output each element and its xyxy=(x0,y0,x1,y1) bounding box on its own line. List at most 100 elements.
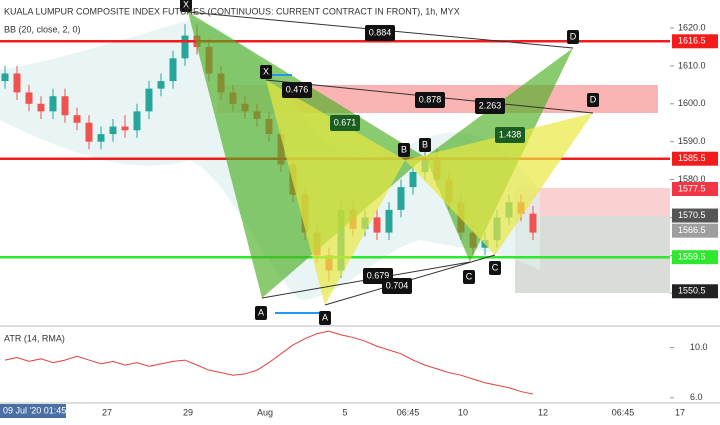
level-label: 1570.5 xyxy=(678,210,706,220)
ratio-label: 1.438 xyxy=(499,129,522,139)
chart-title: KUALA LUMPUR COMPOSITE INDEX FUTURES (CO… xyxy=(4,6,460,16)
point-badge xyxy=(255,306,267,320)
point-label: A xyxy=(258,307,264,317)
y-tick-label: 6.0 xyxy=(690,392,703,402)
level-label: 1577.5 xyxy=(678,183,706,193)
candle-body xyxy=(157,81,165,89)
candle-body xyxy=(49,96,57,112)
y-tick-label: 1580.0 xyxy=(678,174,706,184)
ratio-label: 0.671 xyxy=(334,117,357,127)
candle-body xyxy=(145,88,153,112)
ratio-label: 0.679 xyxy=(367,270,390,280)
level-marker xyxy=(672,34,718,49)
ratio-badge xyxy=(330,115,360,131)
point-badge xyxy=(419,138,431,152)
candle-body xyxy=(373,217,381,233)
annotations: X A B C D X A B C D 0.884 0.476 0.878 2.263 0.671 1.438… xyxy=(180,0,599,325)
candle-body xyxy=(25,92,33,104)
ratio-badge xyxy=(365,25,395,41)
candle-body xyxy=(529,213,537,233)
candle-body xyxy=(97,134,105,142)
point-label: C xyxy=(466,271,473,281)
level-label: 1559.5 xyxy=(678,252,706,262)
ratio-badge xyxy=(495,127,525,143)
candle-body xyxy=(385,209,393,233)
pattern-triangle xyxy=(266,80,405,305)
level-marker xyxy=(672,208,718,223)
x-tick-label: 10 xyxy=(458,407,468,417)
point-label: X xyxy=(263,66,269,76)
ratio-label: 0.884 xyxy=(369,27,392,37)
atr-label: ATR (14, RMA) xyxy=(4,333,65,343)
candle-body xyxy=(61,96,69,116)
point-badge xyxy=(463,270,475,284)
point-label: D xyxy=(570,31,577,41)
x-tick-label: 5 xyxy=(342,407,347,417)
y-tick-label: 1620.0 xyxy=(678,22,706,32)
date-label: 09 Jul '20 01:45 xyxy=(3,405,66,415)
level-label: 1616.5 xyxy=(678,36,706,46)
x-tick-label: 06:45 xyxy=(612,407,635,417)
ratio-badge xyxy=(475,98,505,114)
date-box xyxy=(0,404,66,418)
point-label: D xyxy=(590,94,597,104)
candle-body xyxy=(13,73,21,93)
ratio-label: 0.704 xyxy=(386,280,409,290)
candle-body xyxy=(181,35,189,59)
point-label: C xyxy=(492,262,499,272)
point-label: B xyxy=(401,144,407,154)
candle-body xyxy=(109,126,117,135)
candle-body xyxy=(37,103,45,112)
candle-body xyxy=(409,171,417,188)
y-tick-label: 1600.0 xyxy=(678,98,706,108)
point-badge xyxy=(180,0,192,12)
stop-zone xyxy=(515,188,670,216)
target-zone xyxy=(515,216,670,293)
harmonic-patterns xyxy=(187,11,594,314)
level-marker xyxy=(672,182,718,197)
candle-body xyxy=(1,73,9,82)
y-tick-label: 1590.0 xyxy=(678,136,706,146)
candle-body xyxy=(73,115,81,123)
point-badge xyxy=(489,261,501,275)
level-label: 1585.5 xyxy=(678,153,706,163)
x-tick-label: Aug xyxy=(257,407,273,417)
point-label: A xyxy=(322,312,328,322)
point-badge xyxy=(587,93,599,107)
level-label: 1550.5 xyxy=(678,286,706,296)
y-tick-label: 1610.0 xyxy=(678,60,706,70)
level-marker xyxy=(672,284,718,299)
ratio-badge xyxy=(382,278,412,294)
x-tick-label: 06:45 xyxy=(397,407,420,417)
x-tick-label: 27 xyxy=(102,407,112,417)
x-tick-label: 17 xyxy=(675,407,685,417)
point-label: B xyxy=(422,139,428,149)
y-tick-label: 10.0 xyxy=(690,342,708,352)
ratio-badge xyxy=(415,92,445,108)
ratio-label: 0.878 xyxy=(419,94,442,104)
pattern-triangle xyxy=(405,113,593,255)
candle-body xyxy=(121,126,129,131)
candle-body xyxy=(133,111,141,131)
point-badge xyxy=(260,65,272,79)
x-tick-label: 29 xyxy=(183,407,193,417)
ratio-label: 0.476 xyxy=(286,84,309,94)
point-badge xyxy=(567,30,579,44)
point-label: X xyxy=(183,0,189,9)
candle-body xyxy=(85,122,93,142)
point-badge xyxy=(319,311,331,325)
x-tick-label: 12 xyxy=(538,407,548,417)
indicator-label: BB (20, close, 2, 0) xyxy=(4,24,81,34)
level-marker xyxy=(672,223,718,238)
candle-body xyxy=(169,58,177,82)
ratio-badge xyxy=(282,82,312,98)
level-marker xyxy=(672,250,718,265)
atr-line xyxy=(4,330,534,395)
candle-body xyxy=(397,187,405,210)
point-badge xyxy=(398,143,410,157)
axes: 1550.01560.01570.01580.01590.01600.01610… xyxy=(102,22,718,417)
ratio-label: 2.263 xyxy=(479,100,502,110)
level-label: 1566.5 xyxy=(678,225,706,235)
